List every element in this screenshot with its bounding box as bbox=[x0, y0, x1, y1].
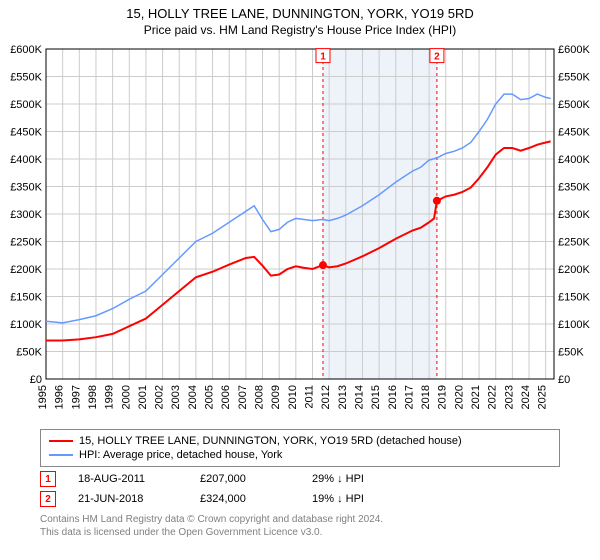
svg-text:1997: 1997 bbox=[70, 385, 82, 409]
sale-marker: 1 bbox=[40, 471, 56, 487]
line-chart: £0 £0 £50K £50K £100K £100K £150K £150K £200K £20… bbox=[0, 43, 600, 423]
svg-text:2014: 2014 bbox=[353, 385, 365, 409]
sale-row: 1 18-AUG-2011 £207,000 29% ↓ HPI bbox=[40, 471, 560, 487]
svg-text:2013: 2013 bbox=[337, 385, 349, 409]
svg-text:1996: 1996 bbox=[54, 385, 66, 409]
svg-text:£50K: £50K bbox=[16, 347, 42, 359]
svg-text:£200K: £200K bbox=[10, 264, 42, 276]
sale-date: 21-JUN-2018 bbox=[78, 493, 178, 505]
sale-price: £207,000 bbox=[200, 473, 290, 485]
svg-text:£50K: £50K bbox=[558, 347, 584, 359]
svg-text:£150K: £150K bbox=[10, 292, 42, 304]
svg-text:2018: 2018 bbox=[420, 385, 432, 409]
svg-text:2002: 2002 bbox=[154, 385, 166, 409]
sale-row: 2 21-JUN-2018 £324,000 19% ↓ HPI bbox=[40, 491, 560, 507]
svg-text:2019: 2019 bbox=[437, 385, 449, 409]
svg-text:2022: 2022 bbox=[487, 385, 499, 409]
chart-area: £0 £0 £50K £50K £100K £100K £150K £150K £200K £20… bbox=[0, 43, 600, 423]
svg-text:2009: 2009 bbox=[270, 385, 282, 409]
footer-attribution: Contains HM Land Registry data © Crown c… bbox=[40, 513, 560, 539]
svg-text:£250K: £250K bbox=[10, 237, 42, 249]
svg-text:1998: 1998 bbox=[87, 385, 99, 409]
svg-text:2007: 2007 bbox=[237, 385, 249, 409]
svg-text:2012: 2012 bbox=[320, 385, 332, 409]
svg-text:£350K: £350K bbox=[558, 182, 590, 194]
svg-text:2003: 2003 bbox=[170, 385, 182, 409]
svg-text:£300K: £300K bbox=[558, 209, 590, 221]
svg-text:1999: 1999 bbox=[104, 385, 116, 409]
chart-title: 15, HOLLY TREE LANE, DUNNINGTON, YORK, Y… bbox=[0, 0, 600, 21]
svg-text:£0: £0 bbox=[558, 374, 570, 386]
svg-text:2010: 2010 bbox=[287, 385, 299, 409]
svg-text:2020: 2020 bbox=[453, 385, 465, 409]
svg-text:£300K: £300K bbox=[10, 209, 42, 221]
svg-text:2006: 2006 bbox=[220, 385, 232, 409]
svg-text:£350K: £350K bbox=[10, 182, 42, 194]
svg-text:2001: 2001 bbox=[137, 385, 149, 409]
sale-delta: 19% ↓ HPI bbox=[312, 493, 402, 505]
svg-text:£450K: £450K bbox=[558, 127, 590, 139]
svg-text:£100K: £100K bbox=[10, 319, 42, 331]
sale-price: £324,000 bbox=[200, 493, 290, 505]
svg-text:£100K: £100K bbox=[558, 319, 590, 331]
legend: 15, HOLLY TREE LANE, DUNNINGTON, YORK, Y… bbox=[40, 429, 560, 467]
svg-text:£550K: £550K bbox=[10, 72, 42, 84]
legend-row: 15, HOLLY TREE LANE, DUNNINGTON, YORK, Y… bbox=[49, 434, 551, 448]
sale-date: 18-AUG-2011 bbox=[78, 473, 178, 485]
svg-text:£600K: £600K bbox=[10, 44, 42, 56]
footer-line-2: This data is licensed under the Open Gov… bbox=[40, 526, 560, 539]
svg-text:2: 2 bbox=[434, 52, 440, 63]
svg-text:1995: 1995 bbox=[37, 385, 49, 409]
sales-list: 1 18-AUG-2011 £207,000 29% ↓ HPI 2 21-JUN-201… bbox=[0, 471, 600, 507]
svg-text:£250K: £250K bbox=[558, 237, 590, 249]
legend-swatch bbox=[49, 440, 73, 442]
svg-text:£500K: £500K bbox=[558, 99, 590, 111]
legend-label: HPI: Average price, detached house, York bbox=[79, 449, 282, 461]
svg-text:£450K: £450K bbox=[10, 127, 42, 139]
svg-text:£600K: £600K bbox=[558, 44, 590, 56]
svg-text:2000: 2000 bbox=[120, 385, 132, 409]
svg-text:2004: 2004 bbox=[187, 385, 199, 409]
svg-text:£150K: £150K bbox=[558, 292, 590, 304]
footer-line-1: Contains HM Land Registry data © Crown c… bbox=[40, 513, 560, 526]
svg-text:1: 1 bbox=[320, 52, 326, 63]
svg-text:2015: 2015 bbox=[370, 385, 382, 409]
svg-text:2024: 2024 bbox=[520, 385, 532, 409]
svg-text:£200K: £200K bbox=[558, 264, 590, 276]
svg-text:2008: 2008 bbox=[254, 385, 266, 409]
svg-text:2017: 2017 bbox=[403, 385, 415, 409]
svg-text:2021: 2021 bbox=[470, 385, 482, 409]
svg-text:£400K: £400K bbox=[10, 154, 42, 166]
sale-marker: 2 bbox=[40, 491, 56, 507]
svg-text:2016: 2016 bbox=[387, 385, 399, 409]
svg-text:£550K: £550K bbox=[558, 72, 590, 84]
svg-text:2023: 2023 bbox=[503, 385, 515, 409]
svg-text:£0: £0 bbox=[30, 374, 42, 386]
svg-text:2025: 2025 bbox=[537, 385, 549, 409]
legend-swatch bbox=[49, 454, 73, 456]
svg-text:£400K: £400K bbox=[558, 154, 590, 166]
svg-text:2005: 2005 bbox=[204, 385, 216, 409]
sale-delta: 29% ↓ HPI bbox=[312, 473, 402, 485]
svg-text:2011: 2011 bbox=[303, 385, 315, 409]
legend-row: HPI: Average price, detached house, York bbox=[49, 448, 551, 462]
legend-label: 15, HOLLY TREE LANE, DUNNINGTON, YORK, Y… bbox=[79, 435, 462, 447]
chart-subtitle: Price paid vs. HM Land Registry's House … bbox=[0, 21, 600, 43]
svg-text:£500K: £500K bbox=[10, 99, 42, 111]
